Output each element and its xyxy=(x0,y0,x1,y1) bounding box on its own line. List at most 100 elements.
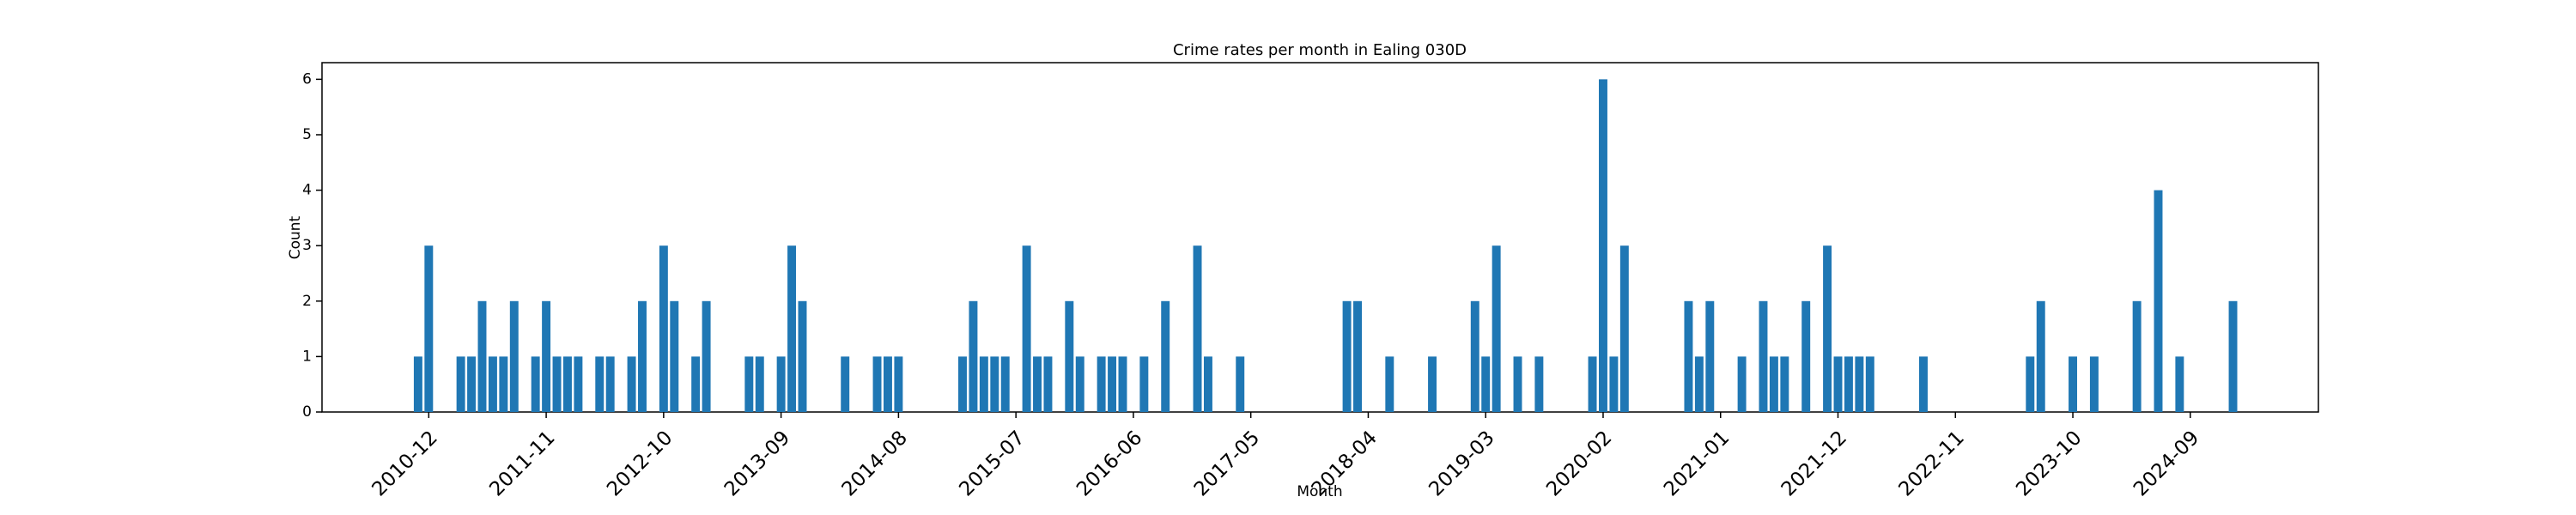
bar xyxy=(1470,300,1479,412)
bar xyxy=(1833,356,1843,412)
y-tick-label: 3 xyxy=(302,237,312,254)
bar xyxy=(1000,356,1010,412)
bar xyxy=(883,356,892,412)
y-tick-label: 1 xyxy=(302,348,312,365)
bar xyxy=(841,356,850,412)
bar xyxy=(659,245,668,412)
bar xyxy=(595,356,605,412)
bar xyxy=(1385,356,1394,412)
bar xyxy=(1075,356,1084,412)
bar xyxy=(958,356,967,412)
y-axis-label: Count xyxy=(287,215,304,259)
bar xyxy=(969,300,978,412)
x-axis-label: Month xyxy=(1297,483,1342,500)
bar xyxy=(979,356,988,412)
bar xyxy=(776,356,786,412)
x-tick-label: 2021-01 xyxy=(1660,427,1734,500)
bar xyxy=(2089,356,2099,412)
bar xyxy=(499,356,508,412)
bar xyxy=(1353,300,1362,412)
bar xyxy=(1823,245,1832,412)
plot-frame xyxy=(321,62,2319,413)
bar xyxy=(1855,356,1864,412)
x-tick-label: 2019-03 xyxy=(1425,427,1498,500)
bar xyxy=(1599,79,1607,412)
bar xyxy=(755,356,764,412)
x-tick-label: 2012-10 xyxy=(603,427,677,500)
bar xyxy=(1759,300,1768,412)
bar xyxy=(787,245,797,412)
chart-title: Crime rates per month in Ealing 030D xyxy=(1173,41,1467,59)
bar xyxy=(670,300,679,412)
y-tick-label: 5 xyxy=(302,126,312,143)
bar xyxy=(1203,356,1212,412)
bar xyxy=(424,245,434,412)
bar xyxy=(1919,356,1928,412)
bar xyxy=(872,356,882,412)
bar xyxy=(638,300,647,412)
bar xyxy=(1481,356,1491,412)
bar xyxy=(1801,300,1811,412)
x-tick-label: 2017-05 xyxy=(1190,427,1264,500)
bar xyxy=(2132,300,2142,412)
bar xyxy=(1043,356,1053,412)
bar xyxy=(605,356,615,412)
x-tick-label: 2018-04 xyxy=(1308,427,1382,500)
bar xyxy=(1534,356,1544,412)
bar xyxy=(1139,356,1149,412)
bar xyxy=(1236,356,1245,412)
bar xyxy=(413,356,422,412)
bar xyxy=(990,356,999,412)
bar xyxy=(531,356,540,412)
y-tick-label: 2 xyxy=(302,293,312,310)
bar xyxy=(1588,356,1597,412)
bar xyxy=(1694,356,1704,412)
bar xyxy=(574,356,583,412)
x-tick-label: 2020-02 xyxy=(1542,427,1616,500)
bar xyxy=(744,356,754,412)
bar xyxy=(1118,356,1127,412)
bar xyxy=(1097,356,1106,412)
bar xyxy=(1022,245,1031,412)
bar xyxy=(691,356,701,412)
x-tick-label: 2023-10 xyxy=(2012,427,2086,500)
bar xyxy=(1342,300,1352,412)
x-tick-label: 2016-06 xyxy=(1072,427,1146,500)
bar xyxy=(1108,356,1117,412)
x-tick-label: 2014-08 xyxy=(838,427,912,500)
bar xyxy=(509,300,519,412)
bar xyxy=(562,356,572,412)
x-tick-label: 2015-07 xyxy=(955,427,1029,500)
bar xyxy=(2175,356,2184,412)
bar xyxy=(2154,190,2163,413)
bar xyxy=(1844,356,1853,412)
bar xyxy=(1865,356,1874,412)
bar xyxy=(702,300,711,412)
y-tick-label: 0 xyxy=(302,403,312,421)
bar xyxy=(1428,356,1437,412)
bar xyxy=(1033,356,1042,412)
bar xyxy=(1684,300,1693,412)
bar xyxy=(1513,356,1522,412)
bar xyxy=(542,300,551,412)
x-tick-label: 2013-09 xyxy=(720,427,794,500)
x-tick-label: 2024-09 xyxy=(2129,427,2203,500)
x-tick-label: 2021-12 xyxy=(1777,427,1851,500)
bar xyxy=(627,356,636,412)
bar xyxy=(2069,356,2078,412)
bar xyxy=(1161,300,1170,412)
bar xyxy=(798,300,807,412)
y-tick-label: 6 xyxy=(302,70,312,88)
bar xyxy=(477,300,487,412)
bar xyxy=(1705,300,1715,412)
x-tick-label: 2011-11 xyxy=(485,427,559,500)
bar xyxy=(2036,300,2045,412)
bar xyxy=(1492,245,1501,412)
bar xyxy=(1065,300,1074,412)
bar xyxy=(1769,356,1778,412)
bar xyxy=(552,356,562,412)
bar xyxy=(1193,245,1202,412)
y-tick-label: 4 xyxy=(302,182,312,199)
bar xyxy=(488,356,497,412)
